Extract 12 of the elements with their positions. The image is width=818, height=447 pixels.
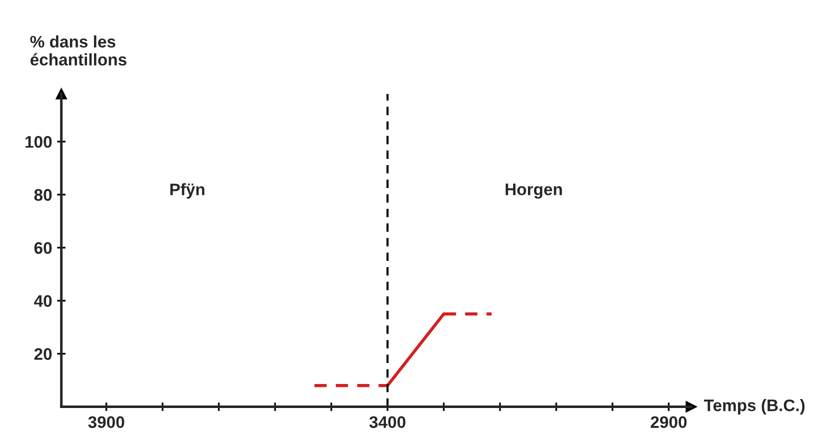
y-tick-label: 80 [34, 189, 52, 201]
y-tick-label: 20 [34, 348, 52, 360]
y-tick-label: 100 [26, 136, 52, 148]
x-axis-title: Temps (B.C.) [704, 399, 805, 415]
y-tick-label: 60 [34, 242, 52, 254]
x-tick-label: 3400 [369, 416, 406, 428]
annotation: Pfÿn [170, 183, 204, 199]
x-tick-label: 3900 [88, 416, 124, 428]
x-tick-label: 2900 [650, 416, 687, 428]
y-axis-title: % dans les échantillons [30, 35, 126, 66]
y-tick-label: 40 [34, 295, 52, 307]
annotation: Horgen [506, 184, 562, 199]
